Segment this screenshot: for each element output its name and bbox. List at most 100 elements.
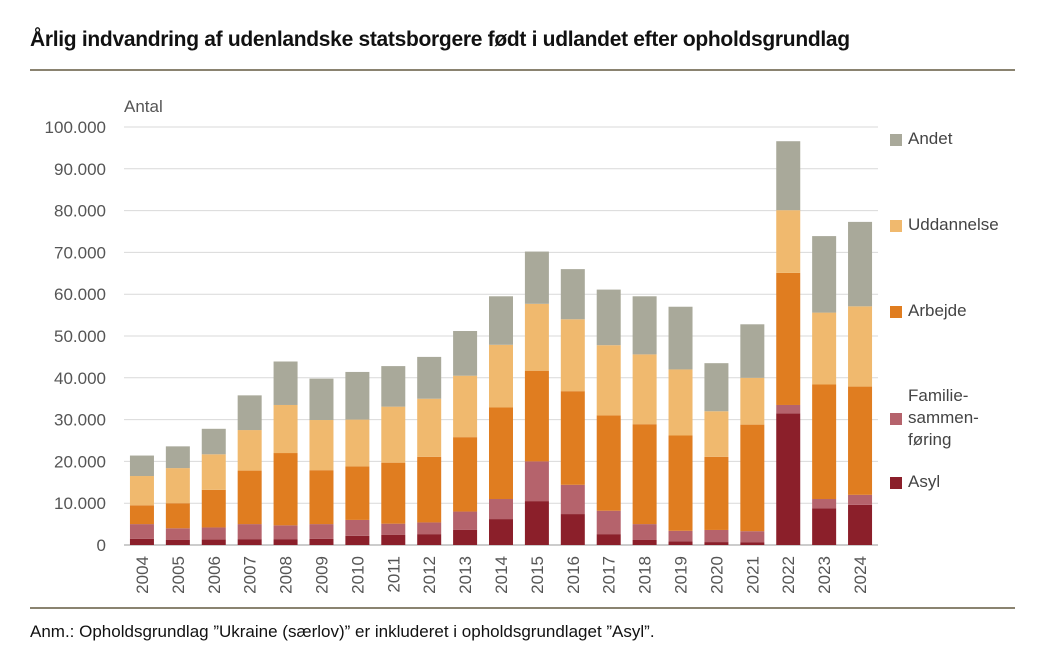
bar-segment-uddannelse-2018	[632, 354, 657, 425]
bar-segment-andet-2018	[632, 296, 657, 355]
bar-segment-familiesammenføring-2014	[489, 499, 513, 520]
bar-segment-andet-2009	[309, 378, 334, 421]
bar-segment-asyl-2022	[776, 413, 801, 545]
bar-segment-uddannelse-2011	[381, 406, 406, 463]
bar-segment-arbejde-2009	[309, 470, 334, 525]
bar-segment-familiesammenføring-2007	[237, 524, 262, 540]
bar-segment-andet-2005	[165, 446, 190, 469]
legend-label: Uddannelse	[908, 215, 999, 234]
bar-segment-uddannelse-2024	[848, 306, 873, 387]
legend-swatch-uddannelse	[890, 220, 902, 232]
bar-segment-andet-2017	[596, 289, 621, 346]
x-axis: 2004 2005 2006 2007 2008 2009 2010 2011 2012 2013…	[133, 556, 870, 594]
bar-segment-uddannelse-2012	[417, 398, 442, 457]
bar-segment-arbejde-2018	[632, 424, 657, 525]
bar-segment-asyl-2004	[129, 538, 154, 545]
x-tick-label: 2007	[241, 556, 260, 594]
bar-segment-asyl-2019	[668, 541, 693, 545]
x-tick-label: 2020	[707, 556, 726, 594]
bar-segment-familiesammenføring-2009	[309, 524, 334, 539]
y-tick-label: 80.000	[54, 202, 106, 221]
bar-segment-andet-2015	[524, 251, 549, 304]
bar-segment-arbejde-2008	[273, 453, 298, 526]
bar-segment-asyl-2011	[381, 534, 406, 545]
bar-segment-arbejde-2022	[776, 272, 801, 405]
footnote-divider	[30, 607, 1015, 609]
bar-segment-familiesammenføring-2018	[632, 524, 657, 540]
bar-segment-familiesammenføring-2010	[345, 519, 370, 536]
bar-segment-arbejde-2023	[812, 384, 837, 500]
bar-segment-andet-2020	[704, 363, 729, 412]
bar-segment-familiesammenføring-2020	[704, 529, 729, 543]
bar-segment-asyl-2015	[524, 501, 549, 545]
bar-segment-familiesammenføring-2011	[381, 523, 406, 535]
bar-segment-arbejde-2012	[417, 456, 442, 523]
y-tick-label: 70.000	[54, 243, 106, 262]
bar-segment-andet-2023	[812, 236, 837, 313]
bar-segment-andet-2019	[668, 306, 693, 370]
legend-label: føring	[908, 430, 951, 449]
bar-segment-andet-2008	[273, 361, 298, 405]
x-tick-label: 2019	[672, 556, 691, 594]
bar-segment-arbejde-2019	[668, 435, 693, 531]
bar-segment-asyl-2008	[273, 539, 298, 545]
legend-swatch-arbejde	[890, 306, 902, 318]
bar-segment-familiesammenføring-2004	[129, 524, 154, 539]
x-tick-label: 2024	[851, 556, 870, 594]
bar-segment-arbejde-2016	[560, 391, 585, 485]
x-tick-label: 2011	[384, 556, 403, 593]
x-tick-label: 2006	[205, 556, 224, 594]
legend-label: sammen-	[908, 408, 979, 427]
bar-segment-andet-2011	[381, 366, 406, 407]
x-tick-label: 2008	[277, 556, 296, 594]
y-tick-label: 0	[97, 536, 106, 555]
bar-segment-familiesammenføring-2016	[560, 484, 585, 515]
bar-segment-asyl-2009	[309, 538, 334, 545]
bar-segment-uddannelse-2021	[740, 377, 765, 425]
bar-segment-uddannelse-2009	[309, 420, 334, 471]
bar-segment-arbejde-2011	[381, 462, 406, 524]
x-tick-label: 2009	[312, 556, 331, 594]
legend-swatch-familiesammenføring	[890, 413, 902, 425]
legend-label: Arbejde	[908, 301, 967, 320]
x-tick-label: 2021	[743, 556, 762, 594]
y-tick-label: 40.000	[54, 369, 106, 388]
bar-segment-arbejde-2014	[489, 407, 513, 500]
bar-segment-uddannelse-2023	[812, 312, 837, 385]
y-tick-label: 10.000	[54, 494, 106, 513]
legend-label: Familie-	[908, 386, 968, 405]
bar-segment-uddannelse-2020	[704, 411, 729, 457]
bar-segment-uddannelse-2019	[668, 369, 693, 436]
bar-segment-uddannelse-2013	[453, 375, 478, 438]
bar-segment-asyl-2006	[201, 539, 226, 545]
bar-segment-familiesammenføring-2022	[776, 404, 801, 414]
x-tick-label: 2018	[636, 556, 655, 594]
bar-segment-andet-2022	[776, 141, 801, 211]
x-tick-label: 2017	[600, 556, 619, 594]
bar-segment-asyl-2005	[165, 539, 190, 545]
bar-segment-arbejde-2006	[201, 489, 226, 528]
legend-swatch-asyl	[890, 477, 902, 489]
footnote: Anm.: Opholdsgrundlag ”Ukraine (særlov)”…	[30, 622, 655, 641]
x-tick-label: 2004	[133, 556, 152, 594]
bar-segment-asyl-2013	[453, 529, 478, 545]
bar-segment-uddannelse-2008	[273, 404, 298, 454]
bar-segment-andet-2010	[345, 371, 370, 420]
x-tick-label: 2023	[815, 556, 834, 594]
bar-segment-asyl-2017	[596, 534, 621, 545]
bar-segment-uddannelse-2006	[201, 454, 226, 490]
bars	[129, 141, 873, 545]
bar-segment-andet-2006	[201, 428, 226, 455]
bar-segment-asyl-2024	[848, 504, 873, 545]
bar-segment-arbejde-2010	[345, 466, 370, 520]
bar-segment-uddannelse-2004	[129, 476, 154, 506]
x-tick-label: 2013	[456, 556, 475, 594]
bar-segment-andet-2013	[453, 330, 478, 376]
bar-segment-arbejde-2017	[596, 415, 621, 511]
bar-segment-asyl-2007	[237, 539, 262, 545]
bar-segment-familiesammenføring-2008	[273, 525, 298, 540]
bar-segment-uddannelse-2017	[596, 345, 621, 416]
bar-segment-familiesammenføring-2017	[596, 510, 621, 535]
